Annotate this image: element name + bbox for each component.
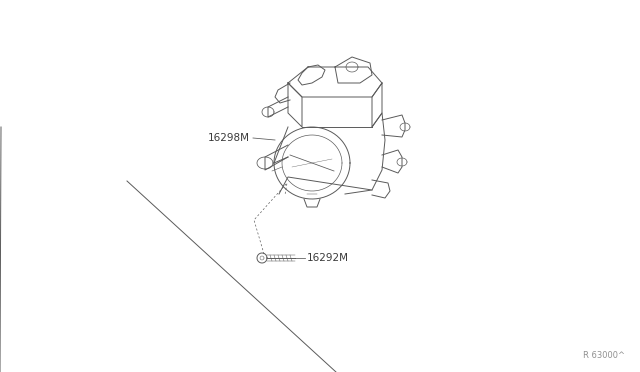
Text: 16298M: 16298M xyxy=(208,133,250,143)
Text: R 63000^: R 63000^ xyxy=(583,351,625,360)
Text: 16292M: 16292M xyxy=(307,253,349,263)
